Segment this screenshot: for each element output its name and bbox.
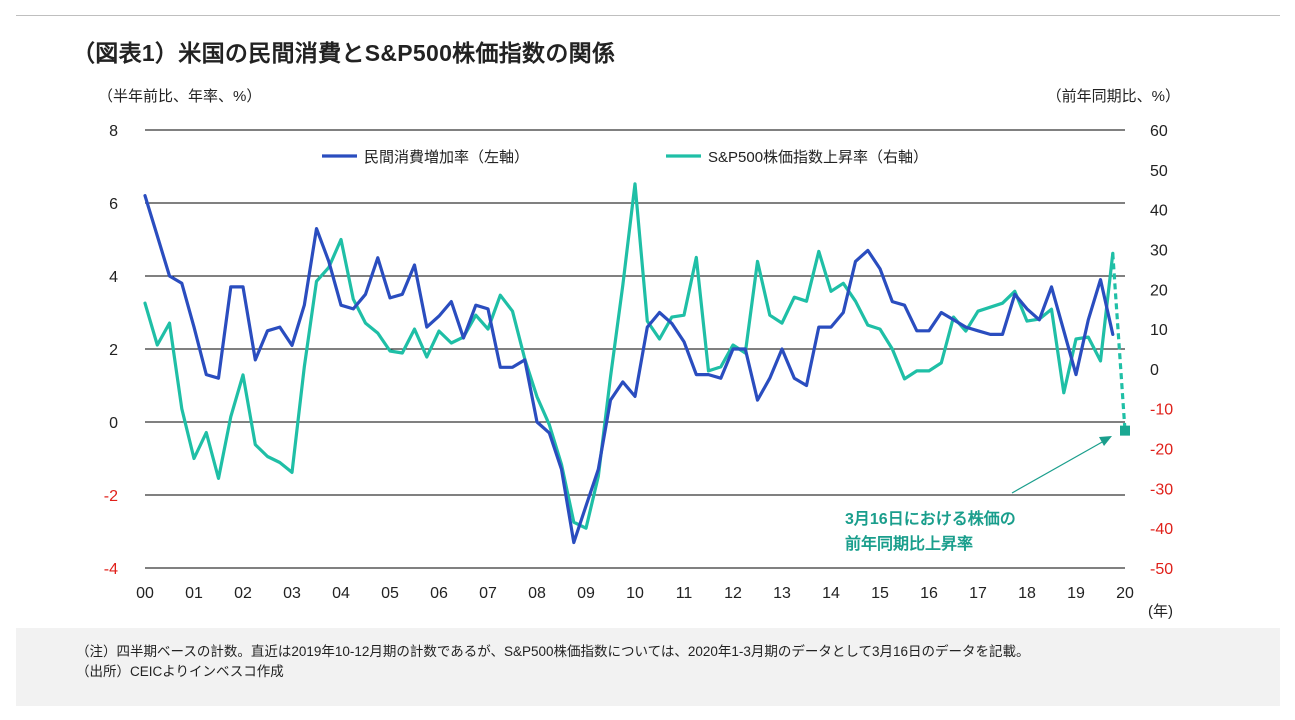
annotation-line-2: 前年同期比上昇率 bbox=[845, 534, 973, 553]
chart-title: （図表1）米国の民間消費とS&P500株価指数の関係 bbox=[72, 40, 616, 66]
annotation-arrow bbox=[1011, 440, 1105, 494]
right-tick-label: 20 bbox=[1150, 282, 1168, 299]
left-tick-label: -2 bbox=[104, 488, 118, 505]
x-tick-label: 19 bbox=[1067, 585, 1085, 602]
x-tick-label: 08 bbox=[528, 585, 546, 602]
forecast-marker bbox=[1120, 425, 1130, 436]
x-tick-label: 04 bbox=[332, 585, 350, 602]
right-axis-label: （前年同期比、%） bbox=[1047, 88, 1180, 105]
right-tick-label: 60 bbox=[1150, 123, 1168, 140]
x-tick-label: 07 bbox=[479, 585, 497, 602]
forecast-dashed-segment bbox=[1111, 253, 1127, 431]
left-tick-label: 0 bbox=[109, 415, 118, 432]
x-tick-label: 05 bbox=[381, 585, 399, 602]
x-tick-label: 20 bbox=[1116, 585, 1134, 602]
x-tick-label: 09 bbox=[577, 585, 595, 602]
x-tick-label: 17 bbox=[969, 585, 987, 602]
x-tick-label: 10 bbox=[626, 585, 644, 602]
legend: 民間消費増加率（左軸） S&P500株価指数上昇率（右軸） bbox=[322, 149, 928, 166]
x-tick-label: 16 bbox=[920, 585, 938, 602]
legend-label-sp500: S&P500株価指数上昇率（右軸） bbox=[708, 149, 928, 166]
x-tick-label: 06 bbox=[430, 585, 448, 602]
annotation-arrowhead bbox=[1099, 436, 1112, 446]
footnote-source: （出所）CEICよりインベスコ作成 bbox=[76, 664, 284, 679]
left-tick-label: 4 bbox=[109, 269, 118, 286]
x-tick-label: 12 bbox=[724, 585, 742, 602]
right-tick-label: 10 bbox=[1150, 322, 1168, 339]
x-axis-unit: (年) bbox=[1148, 603, 1173, 620]
x-tick-label: 18 bbox=[1018, 585, 1036, 602]
footer-panel bbox=[16, 628, 1280, 706]
series-line-sp500 bbox=[143, 182, 1115, 530]
left-tick-labels: 8 6 4 2 0 -2 -4 bbox=[104, 123, 118, 578]
annotation: 3月16日における株価の 前年同期比上昇率 bbox=[845, 436, 1112, 553]
right-tick-label: -40 bbox=[1150, 521, 1173, 538]
annotation-line-1: 3月16日における株価の bbox=[845, 509, 1016, 528]
left-axis-label: （半年前比、年率、%） bbox=[98, 88, 261, 105]
footnote-note: （注）四半期ベースの計数。直近は2019年10-12月期の計数であるが、S&P5… bbox=[76, 644, 1030, 659]
left-tick-label: 2 bbox=[109, 342, 118, 359]
right-tick-label: 40 bbox=[1150, 203, 1168, 220]
right-tick-labels: 60 50 40 30 20 10 0 -10 -20 -30 -40 -50 bbox=[1150, 123, 1173, 578]
left-tick-label: -4 bbox=[104, 561, 118, 578]
left-tick-label: 8 bbox=[109, 123, 118, 140]
series-line-consumption bbox=[143, 194, 1115, 545]
right-tick-label: 50 bbox=[1150, 163, 1168, 180]
x-tick-label: 13 bbox=[773, 585, 791, 602]
x-tick-label: 14 bbox=[822, 585, 840, 602]
right-tick-label: -50 bbox=[1150, 561, 1173, 578]
x-tick-labels: 00 01 02 03 04 05 06 07 08 09 10 11 12 13 14 15 16 17 18 19… bbox=[136, 585, 1134, 602]
x-tick-label: 00 bbox=[136, 585, 154, 602]
right-tick-label: 0 bbox=[1150, 362, 1159, 379]
x-tick-label: 01 bbox=[185, 585, 203, 602]
legend-label-consumption: 民間消費増加率（左軸） bbox=[364, 149, 529, 166]
x-tick-label: 11 bbox=[676, 585, 693, 602]
chart-svg: 00 01 02 03 04 05 06 07 08 09 10 11 12 13 14 15 16 17 18 19… bbox=[98, 88, 1180, 620]
x-tick-label: 03 bbox=[283, 585, 301, 602]
x-tick-label: 02 bbox=[234, 585, 252, 602]
right-tick-label: -20 bbox=[1150, 442, 1173, 459]
left-tick-label: 6 bbox=[109, 196, 118, 213]
series-lines bbox=[143, 182, 1130, 545]
top-rule bbox=[16, 15, 1280, 16]
right-tick-label: 30 bbox=[1150, 242, 1168, 259]
right-tick-label: -30 bbox=[1150, 481, 1173, 498]
x-tick-label: 15 bbox=[871, 585, 889, 602]
right-tick-label: -10 bbox=[1150, 402, 1173, 419]
